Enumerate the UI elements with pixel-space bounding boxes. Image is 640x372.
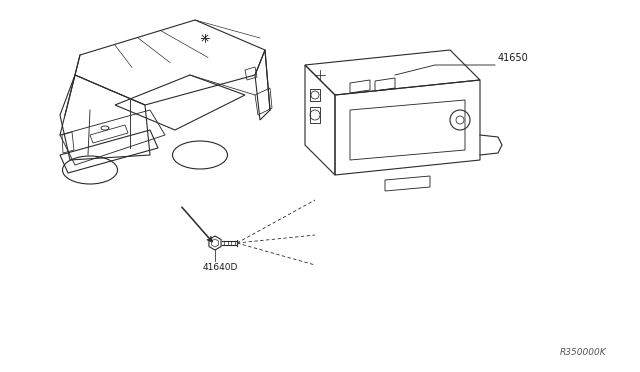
Text: 41650: 41650 [498,53,529,63]
Text: R350000K: R350000K [560,348,607,357]
Text: 41640D: 41640D [203,263,238,272]
